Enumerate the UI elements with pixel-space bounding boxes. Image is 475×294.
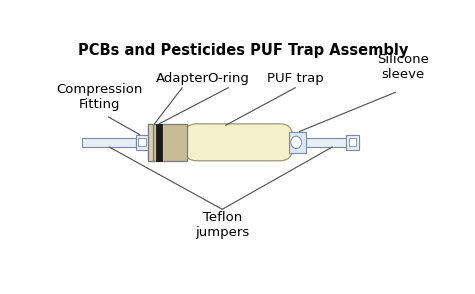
Text: O-ring: O-ring xyxy=(208,72,249,85)
Bar xyxy=(148,124,153,161)
Bar xyxy=(349,138,356,146)
Bar xyxy=(289,131,306,153)
Text: PCBs and Pesticides PUF Trap Assembly: PCBs and Pesticides PUF Trap Assembly xyxy=(78,43,408,58)
Text: Adapter: Adapter xyxy=(156,72,209,85)
Bar xyxy=(156,124,162,161)
Bar xyxy=(136,135,148,150)
Bar xyxy=(138,138,146,146)
Bar xyxy=(148,124,187,161)
Bar xyxy=(306,138,359,147)
FancyBboxPatch shape xyxy=(184,124,292,161)
Bar xyxy=(346,135,359,150)
Bar xyxy=(82,138,136,147)
Text: Teflon
jumpers: Teflon jumpers xyxy=(195,211,249,239)
Text: PUF trap: PUF trap xyxy=(267,72,324,85)
Ellipse shape xyxy=(291,136,302,148)
Text: Compression
Fitting: Compression Fitting xyxy=(56,83,142,111)
Text: Silicone
sleeve: Silicone sleeve xyxy=(377,53,429,81)
